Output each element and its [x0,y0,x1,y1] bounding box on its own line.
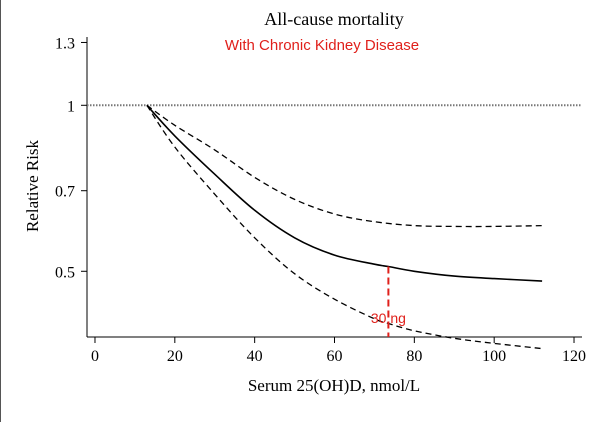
y-tick-label: 0.5 [55,264,75,281]
y-axis-label: Relative Risk [23,139,42,232]
y-tick-label: 1.3 [55,35,75,52]
y-tick-label: 0.7 [55,184,75,201]
x-tick-label: 40 [247,348,263,365]
x-axis-label: Serum 25(OH)D, nmol/L [248,376,420,395]
x-tick-label: 100 [482,348,506,365]
x-tick-label: 0 [91,348,99,365]
series-line-estimate [146,104,543,282]
x-tick-label: 20 [167,348,183,365]
x-tick-label: 80 [406,348,422,365]
series-line-ci-2 [146,104,543,350]
x-tick-label: 60 [327,348,343,365]
chart-title: All-cause mortality [264,9,403,29]
y-tick-label: 1 [67,98,75,115]
x-tick-label: 120 [562,348,586,365]
x-ticks: 0 20 40 60 80 100 120 [91,337,586,365]
series-group [146,104,543,350]
chart-subtitle: With Chronic Kidney Disease [225,37,419,54]
annotation-label: 30 ng [371,310,406,326]
y-ticks: 0.5 0.7 1 1.3 [55,35,87,281]
frame-border [0,0,1,422]
